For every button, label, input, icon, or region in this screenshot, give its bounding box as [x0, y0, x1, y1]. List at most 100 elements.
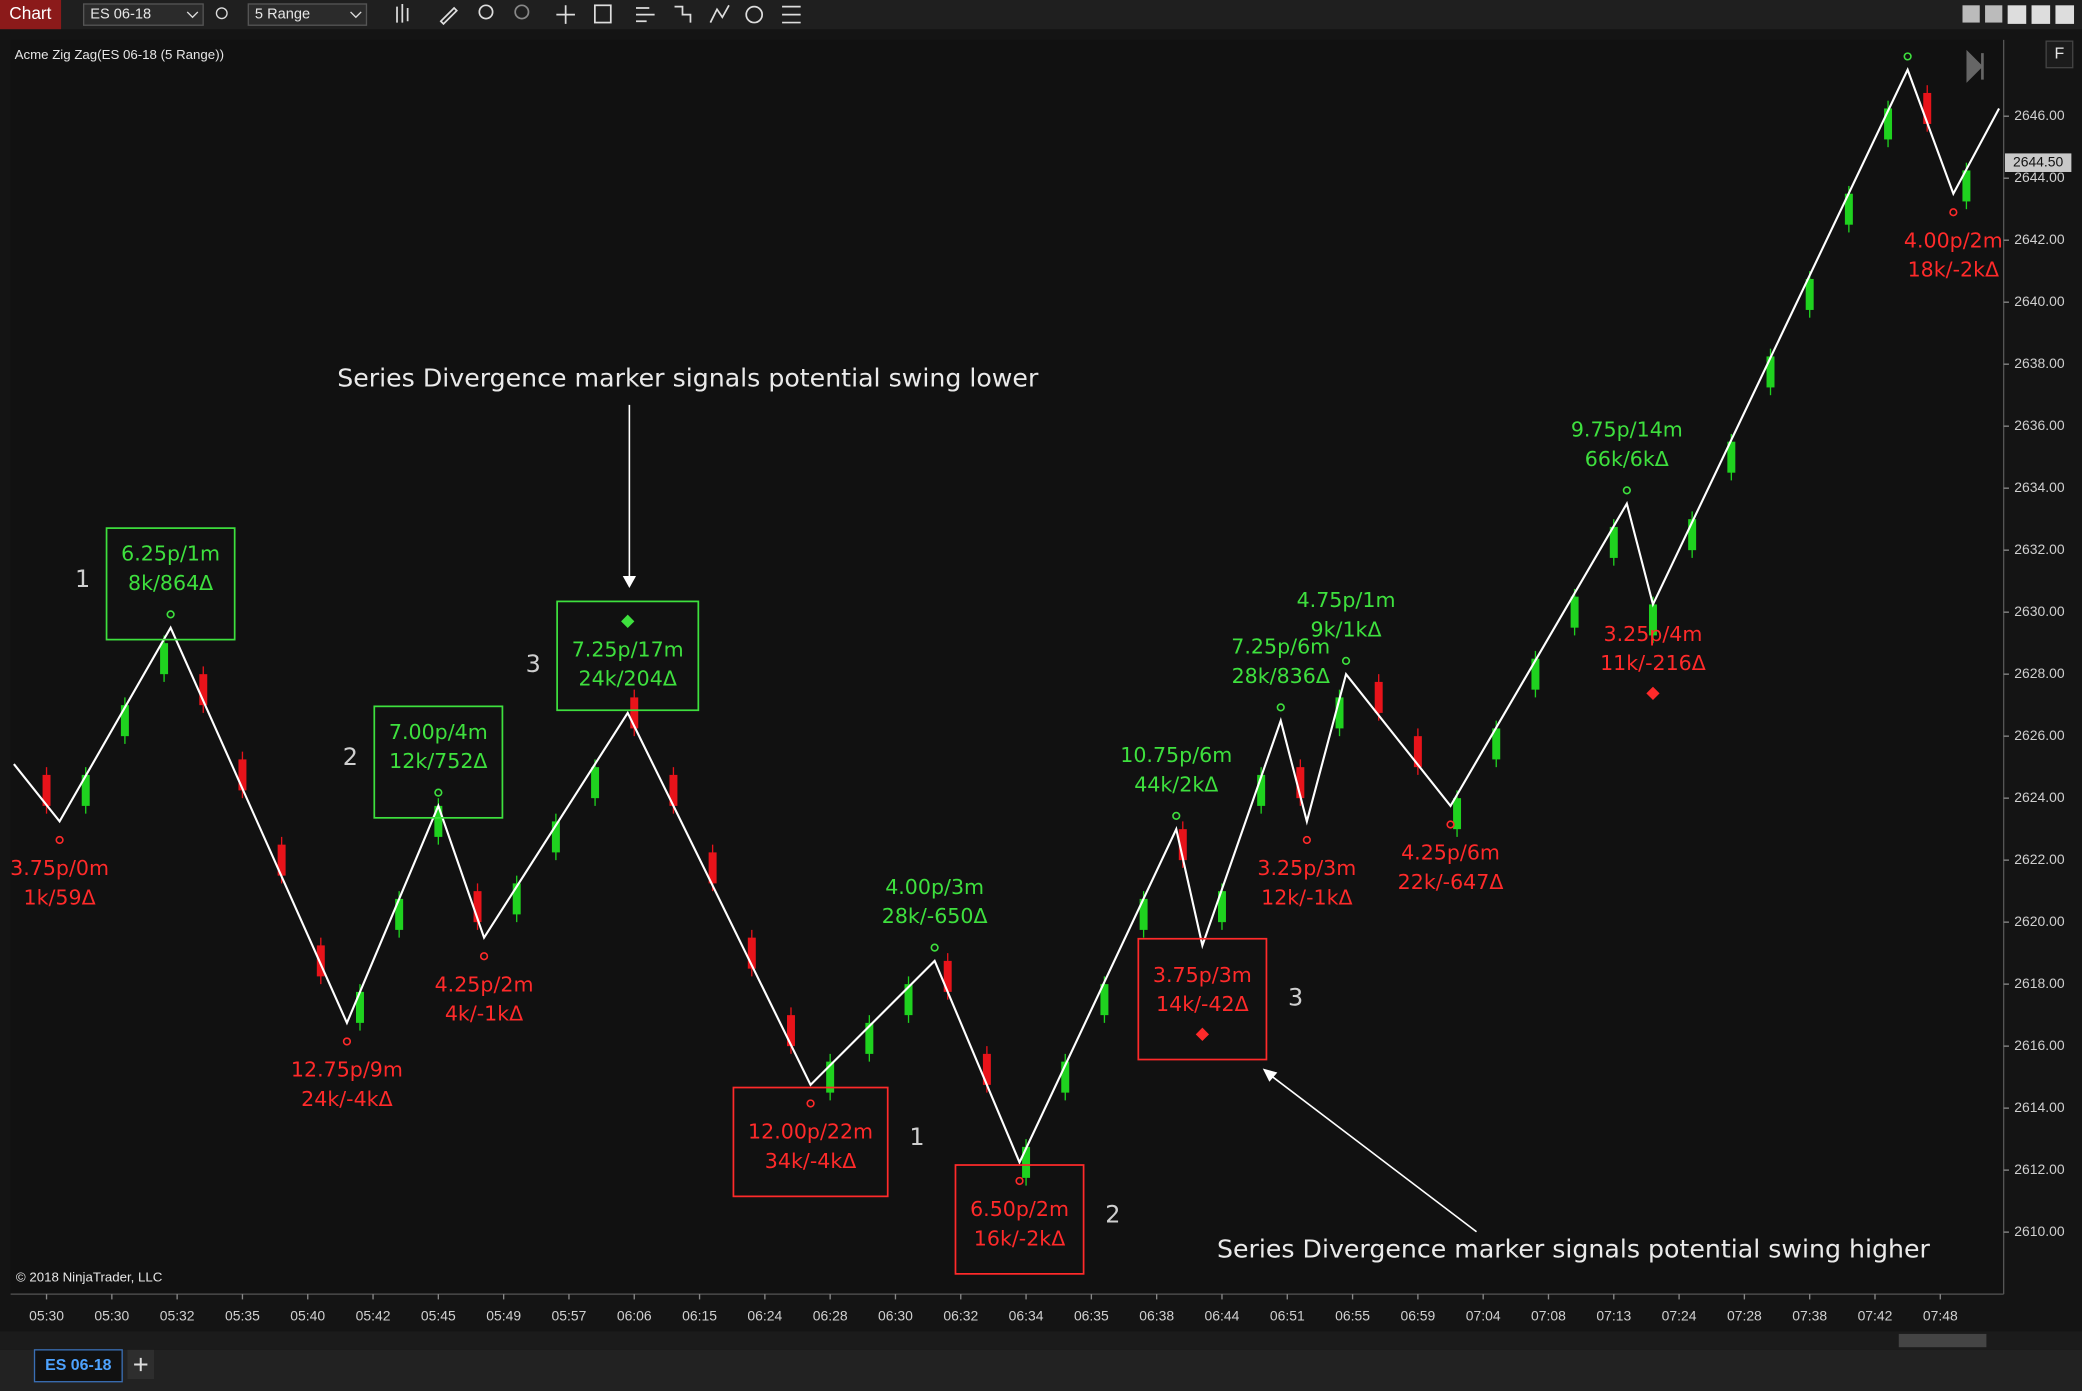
crosshair-icon[interactable]	[556, 5, 575, 24]
window-button[interactable]	[1962, 5, 1980, 23]
x-tick-label: 05:30	[94, 1307, 129, 1323]
pivot-label: 18k/-2kΔ	[1908, 258, 2000, 282]
pivot-label: 12k/-1kΔ	[1261, 885, 1353, 909]
candle-body	[42, 774, 51, 806]
menu-icon[interactable]	[782, 5, 801, 24]
y-tick-label: 2630.00	[2014, 603, 2065, 619]
candle-body	[1335, 697, 1344, 729]
candle-body	[81, 774, 90, 806]
instrument-label[interactable]: ES 06-18	[90, 6, 151, 22]
x-tick-label: 06:32	[943, 1307, 978, 1323]
candle-body	[1570, 596, 1579, 628]
panel-button-label[interactable]: F	[2055, 46, 2065, 63]
pivot-box	[954, 1164, 1085, 1275]
x-tick-label: 05:35	[225, 1307, 260, 1323]
reload-icon[interactable]	[745, 5, 764, 24]
window-button[interactable]	[1985, 5, 2003, 23]
panel-button[interactable]	[2045, 40, 2074, 69]
candle-body	[1923, 92, 1932, 124]
x-tick-label: 06:15	[682, 1307, 717, 1323]
scroll-end-icon[interactable]	[1966, 49, 1984, 83]
x-tick-label: 06:24	[747, 1307, 782, 1323]
pivot-label: 4.75p/1m	[1297, 588, 1396, 612]
x-tick-label: 06:38	[1139, 1307, 1174, 1323]
swing-count: 3	[1288, 983, 1303, 1011]
candle-body	[473, 891, 482, 923]
pivot-label: 66k/6kΔ	[1585, 447, 1669, 471]
zoom-out-icon[interactable]	[514, 4, 530, 20]
pivot-label: 4.25p/6m	[1401, 841, 1500, 865]
data-box-icon[interactable]	[593, 4, 612, 24]
candle-body	[1844, 193, 1853, 225]
scrollbar[interactable]	[0, 1331, 2082, 1350]
swing-count: 2	[343, 743, 358, 771]
zoom-in-icon[interactable]	[478, 4, 494, 20]
candle-body	[943, 960, 952, 992]
maximize-button[interactable]	[2031, 5, 2051, 24]
candle-body	[1531, 658, 1540, 690]
candle-body	[982, 1053, 991, 1085]
zigzag-line	[13, 66, 2001, 1165]
pivot-label: 12k/752Δ	[389, 749, 487, 773]
interval-label[interactable]: 5 Range	[255, 6, 310, 22]
pivot-marker	[1015, 1176, 1024, 1186]
arrow-head	[1262, 1068, 1278, 1082]
y-tick-label: 2640.00	[2014, 293, 2065, 309]
candle-body	[1962, 170, 1971, 202]
pivot-label: 28k/836Δ	[1232, 664, 1330, 688]
pivot-label: 28k/-650Δ	[882, 904, 988, 928]
candle-body	[1453, 798, 1462, 830]
pivot-marker	[1341, 656, 1351, 665]
x-tick-label: 07:38	[1792, 1307, 1827, 1323]
candle-body	[786, 1015, 795, 1047]
bars-icon[interactable]	[396, 3, 409, 23]
pivot-label: 24k/204Δ	[579, 667, 677, 691]
pivot-label: 12.00p/22m	[748, 1120, 873, 1144]
y-tick-label: 2642.00	[2014, 231, 2065, 247]
candle-body	[1688, 519, 1697, 551]
pivot-marker	[1276, 703, 1285, 712]
chart-menu[interactable]	[0, 0, 62, 30]
y-tick-label: 2632.00	[2014, 541, 2065, 557]
candle-body	[1139, 898, 1148, 930]
last-price-tag	[2004, 153, 2072, 172]
pivot-label: 7.25p/6m	[1231, 635, 1330, 659]
swing-count: 2	[1105, 1200, 1120, 1228]
y-tick-label: 2638.00	[2014, 355, 2065, 371]
instrument-select[interactable]	[82, 3, 204, 26]
candle-body	[1257, 774, 1266, 806]
pivot-label: 10.75p/6m	[1120, 743, 1232, 767]
dropdown-arrow	[186, 11, 199, 19]
close-button[interactable]	[2055, 5, 2075, 24]
pivot-label: 24k/-4kΔ	[301, 1087, 393, 1111]
candle-body	[1178, 829, 1187, 861]
annotation: Series Divergence marker signals potenti…	[1217, 1234, 1931, 1263]
search-icon[interactable]	[215, 7, 228, 20]
candle-body	[1766, 356, 1775, 388]
divergence-marker	[621, 614, 635, 628]
plus-icon	[134, 1357, 148, 1372]
scrollbar-thumb[interactable]	[1898, 1333, 1987, 1348]
pivot-marker	[806, 1099, 815, 1108]
draw-icon[interactable]	[439, 6, 458, 26]
pivot-marker	[930, 943, 939, 952]
dropdown-arrow	[350, 11, 362, 19]
candle-body	[826, 1061, 835, 1093]
pivot-marker	[1903, 52, 1912, 61]
candle-body	[277, 844, 286, 876]
pivot-marker	[55, 835, 64, 845]
indicators-icon[interactable]	[709, 4, 730, 23]
y-tick-label: 2636.00	[2014, 417, 2065, 433]
chart-menu-label[interactable]: Chart	[9, 3, 51, 23]
interval-select[interactable]	[247, 3, 368, 26]
candle-body	[1296, 767, 1305, 799]
minimize-button[interactable]	[2007, 5, 2027, 24]
candle-body	[865, 1022, 874, 1054]
y-tick-label: 2610.00	[2014, 1223, 2065, 1239]
tab[interactable]	[33, 1349, 123, 1383]
properties-icon[interactable]	[636, 7, 655, 23]
strategies-icon[interactable]	[674, 5, 692, 23]
pivot-marker	[479, 952, 489, 961]
tab-label[interactable]: ES 06-18	[45, 1357, 112, 1374]
